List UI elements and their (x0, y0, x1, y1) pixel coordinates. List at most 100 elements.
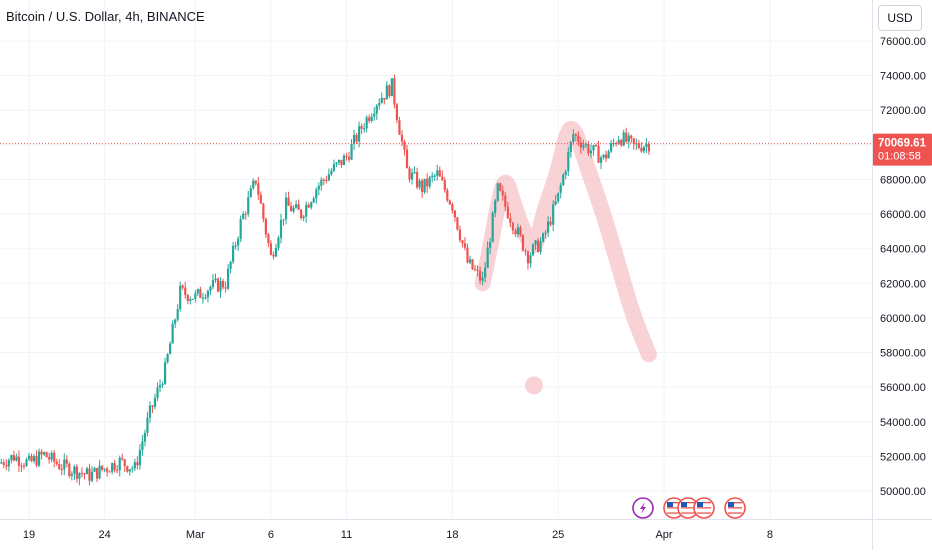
candle-body (32, 456, 36, 462)
candle-body (421, 180, 424, 193)
candle-body (340, 159, 343, 165)
candle-body (547, 221, 550, 233)
candle-body (254, 180, 257, 184)
candle-body (75, 466, 78, 479)
candle-body (169, 343, 172, 355)
candle-body (559, 185, 562, 193)
candle-body (589, 150, 593, 154)
brush-drawing[interactable] (474, 120, 657, 395)
y-tick-label: 62000.00 (880, 278, 926, 290)
candle-body (161, 384, 164, 386)
candle-body (151, 405, 154, 407)
candle-body (408, 168, 411, 180)
candle-body (350, 144, 353, 160)
currency-button[interactable]: USD (878, 5, 922, 31)
candle-body (632, 138, 635, 144)
last-price-tag: 70069.61 01:08:58 (873, 133, 932, 166)
candle-body (617, 139, 620, 145)
candle-body (7, 460, 10, 467)
candle-body (274, 247, 278, 257)
candle-body (443, 180, 446, 191)
candle-body (272, 254, 275, 257)
candle-body (514, 230, 517, 235)
candle-body (352, 134, 356, 145)
candle-body (171, 323, 174, 344)
candle-body (307, 204, 310, 208)
candle-body (398, 120, 401, 135)
candle-body (607, 151, 610, 159)
candle-body (247, 197, 250, 214)
candle-body (22, 465, 26, 467)
y-tick-label: 66000.00 (880, 209, 926, 221)
candle-body (552, 204, 555, 225)
chart-title: Bitcoin / U.S. Dollar, 4h, BINANCE (6, 9, 205, 24)
candle-body (249, 188, 252, 198)
candle-body (516, 227, 519, 235)
candle-body (108, 471, 111, 473)
candle-body (189, 299, 192, 302)
candle-body (111, 463, 114, 472)
candle-body (73, 466, 76, 474)
candle-body (592, 145, 595, 151)
candle-body (244, 213, 247, 215)
candle-body (25, 459, 28, 466)
candle-body (60, 469, 63, 471)
candle-body (209, 286, 212, 291)
candle-body (100, 465, 104, 470)
candle-body (146, 417, 149, 433)
candle-body (95, 467, 99, 479)
candle-body (320, 179, 323, 186)
candle-body (478, 270, 482, 281)
y-tick-label: 72000.00 (880, 105, 926, 117)
candle-body (476, 269, 479, 271)
candle-body (431, 175, 434, 178)
candle-body (373, 113, 376, 117)
candle-body (83, 473, 86, 475)
candle-body (312, 198, 315, 203)
candle-body (569, 141, 572, 152)
candle-body (181, 285, 184, 288)
brush-dot[interactable] (524, 376, 543, 395)
candle-body (196, 289, 199, 294)
candle-body (572, 134, 575, 142)
time-axis[interactable]: 19 24 Mar 6 11 18 25 Apr 8 (23, 529, 773, 541)
x-tick-label: 6 (268, 529, 274, 541)
y-tick-label: 54000.00 (880, 417, 926, 429)
candle-body (277, 237, 280, 248)
us-flag-icon[interactable] (724, 497, 746, 519)
candle-body (199, 289, 202, 299)
candle-body (116, 469, 119, 471)
candle-body (534, 240, 537, 245)
candle-body (438, 170, 441, 177)
candle-body (201, 297, 204, 299)
us-flag-icon[interactable] (693, 497, 715, 519)
candle-body (418, 180, 421, 188)
candle-body (264, 218, 267, 235)
candle-body (194, 293, 197, 299)
candle-body (365, 117, 368, 129)
candle-body (335, 162, 338, 165)
candle-body (506, 206, 509, 219)
candle-body (640, 147, 643, 152)
candle-body (380, 97, 383, 104)
candle-body (297, 204, 300, 210)
candle-body (40, 451, 43, 455)
candle-body (12, 455, 15, 461)
brush-stroke[interactable] (474, 120, 657, 363)
candle-body (118, 457, 121, 471)
candle-body (393, 78, 396, 105)
candle-body (174, 319, 177, 324)
grid (0, 0, 872, 519)
candle-body (242, 213, 245, 219)
candle-body (395, 104, 399, 121)
candle-body (126, 466, 129, 472)
events-bar[interactable] (632, 497, 746, 519)
candle-body (554, 201, 557, 205)
candle-body (647, 143, 651, 152)
candle-body (405, 149, 409, 169)
lightning-icon[interactable] (632, 497, 654, 519)
candle-body (400, 134, 404, 142)
candle-body (564, 171, 567, 175)
